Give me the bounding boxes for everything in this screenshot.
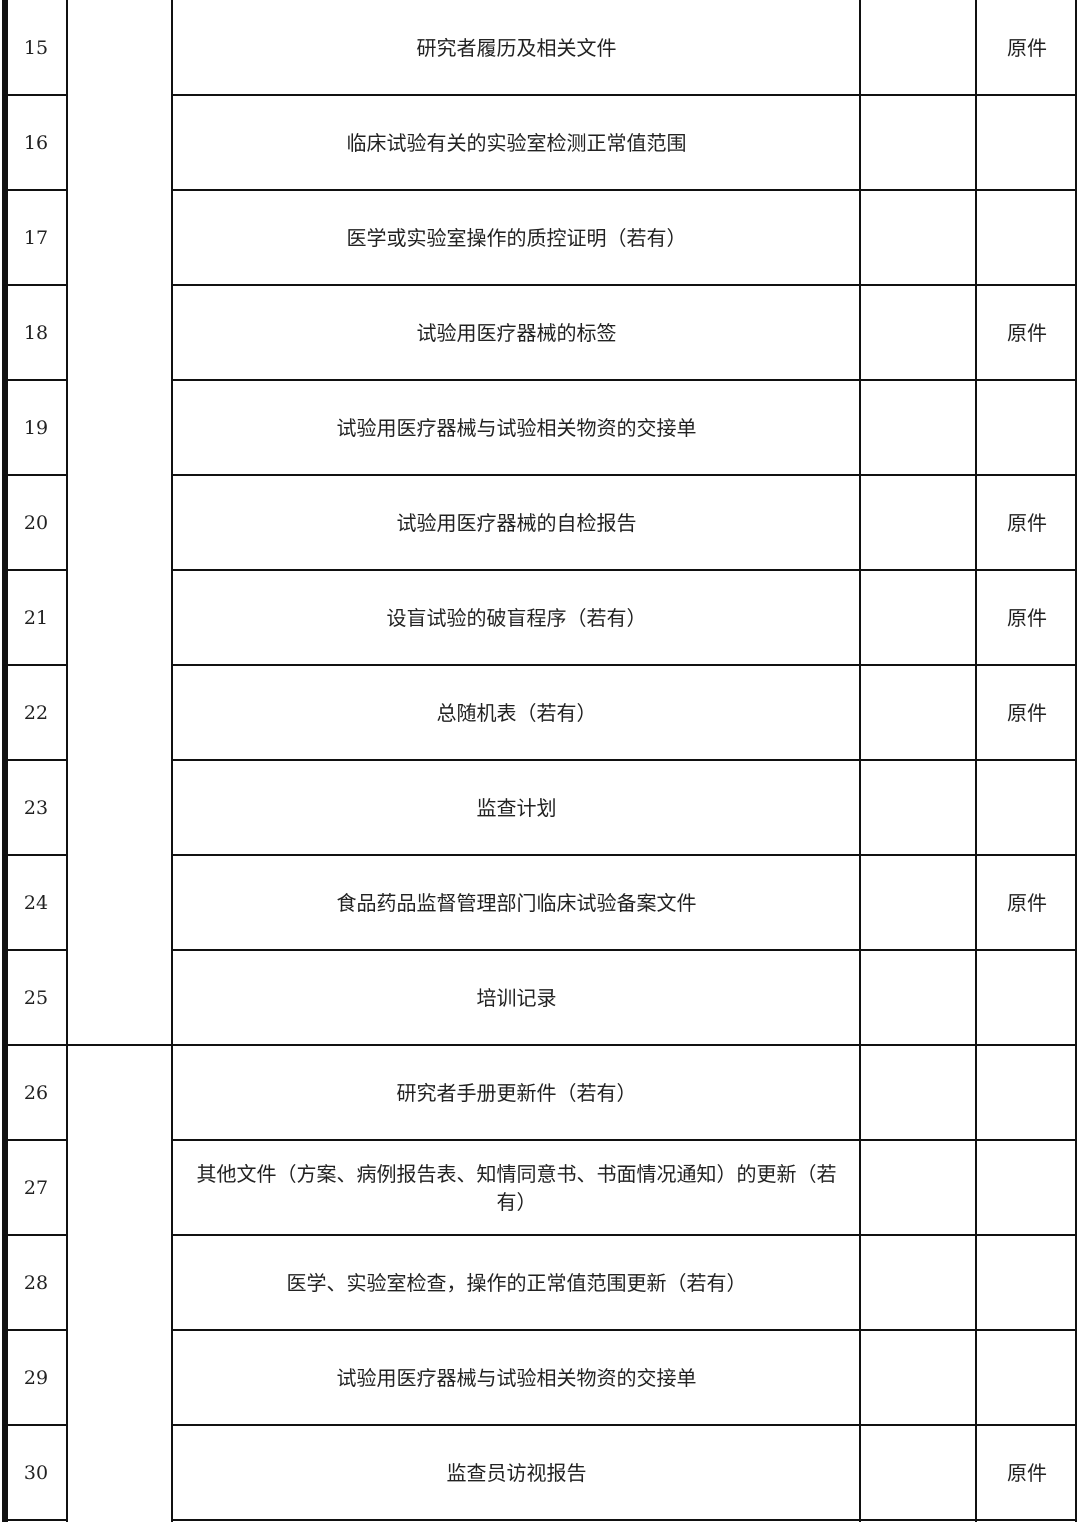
row-border: [2, 759, 67, 761]
row-border: [171, 1044, 1077, 1046]
document-type: 原件: [1007, 1460, 1047, 1485]
row-border: [2, 1424, 67, 1426]
document-type: [978, 96, 1076, 189]
document-type: [978, 191, 1076, 284]
row-number: 21: [23, 606, 49, 629]
document-type: 原件: [1007, 35, 1047, 60]
row-number: 15: [23, 36, 49, 59]
document-name: 研究者履历及相关文件: [416, 35, 617, 60]
row-border: [171, 569, 1077, 571]
row-number: 17: [23, 226, 49, 249]
row-border: [2, 94, 67, 96]
document-type: [978, 1331, 1076, 1424]
document-name: 医学、实验室检查，操作的正常值范围更新（若有）: [286, 1270, 747, 1295]
document-type: [978, 951, 1076, 1044]
row-border: [2, 1044, 67, 1046]
document-type: 原件: [1007, 700, 1047, 725]
row-border: [171, 759, 1077, 761]
row-number: 28: [23, 1271, 49, 1294]
document-name: 监查计划: [476, 795, 557, 820]
row-number: 29: [23, 1366, 49, 1389]
row-number: 30: [23, 1461, 49, 1484]
document-type: [978, 761, 1076, 854]
document-type: 原件: [1007, 890, 1047, 915]
row-border: [2, 664, 67, 666]
document-name: 临床试验有关的实验室检测正常值范围: [346, 130, 687, 155]
row-border: [171, 474, 1077, 476]
column-border: [859, 0, 861, 1522]
row-border: [171, 1139, 1077, 1141]
document-type: 原件: [1007, 510, 1047, 535]
document-type: [978, 1141, 1076, 1234]
row-border: [171, 189, 1077, 191]
document-name: 总随机表（若有）: [436, 700, 597, 725]
group-border: [66, 1044, 173, 1046]
row-number: 18: [23, 321, 49, 344]
row-border: [2, 284, 67, 286]
document-name: 医学或实验室操作的质控证明（若有）: [346, 225, 687, 250]
row-number: 16: [23, 131, 49, 154]
row-border: [171, 854, 1077, 856]
row-border: [171, 284, 1077, 286]
row-border: [2, 949, 67, 951]
document-name: 食品药品监督管理部门临床试验备案文件: [336, 890, 697, 915]
row-border: [171, 664, 1077, 666]
row-border: [2, 189, 67, 191]
row-number: 24: [23, 891, 49, 914]
document-type: 原件: [1007, 320, 1047, 345]
column-border: [66, 0, 68, 1522]
row-number: 20: [23, 511, 49, 534]
row-border: [2, 379, 67, 381]
row-border: [2, 1139, 67, 1141]
row-border: [2, 474, 67, 476]
document-type: 原件: [1007, 605, 1047, 630]
document-name: 监查员访视报告: [446, 1460, 587, 1485]
row-number: 26: [23, 1081, 49, 1104]
row-number: 22: [23, 701, 49, 724]
row-border: [171, 1234, 1077, 1236]
row-border: [2, 1329, 67, 1331]
row-number: 19: [23, 416, 49, 439]
row-border: [2, 1519, 67, 1521]
row-border: [2, 1234, 67, 1236]
row-border: [171, 1519, 1077, 1521]
column-border: [1075, 0, 1077, 1522]
document-name: 培训记录: [476, 985, 557, 1010]
document-name: 试验用医疗器械与试验相关物资的交接单: [336, 415, 697, 440]
row-border: [171, 1329, 1077, 1331]
row-number: 27: [23, 1176, 49, 1199]
row-border: [171, 379, 1077, 381]
row-border: [2, 569, 67, 571]
document-name: 其他文件（方案、病例报告表、知情同意书、书面情况通知）的更新（若有）: [196, 1161, 837, 1214]
column-border: [171, 0, 173, 1522]
document-name: 试验用医疗器械与试验相关物资的交接单: [336, 1365, 697, 1390]
document-name: 研究者手册更新件（若有）: [396, 1080, 637, 1105]
row-number: 25: [23, 986, 49, 1009]
row-number: 23: [23, 796, 49, 819]
document-type: [978, 381, 1076, 474]
row-border: [2, 854, 67, 856]
document-type: [978, 1236, 1076, 1329]
row-border: [171, 949, 1077, 951]
document-name: 设盲试验的破盲程序（若有）: [386, 605, 647, 630]
document-name: 试验用医疗器械的标签: [416, 320, 617, 345]
document-type: [978, 1046, 1076, 1139]
document-name: 试验用医疗器械的自检报告: [396, 510, 637, 535]
column-border: [2, 0, 8, 1522]
row-border: [171, 94, 1077, 96]
row-border: [171, 1424, 1077, 1426]
column-border: [975, 0, 977, 1522]
